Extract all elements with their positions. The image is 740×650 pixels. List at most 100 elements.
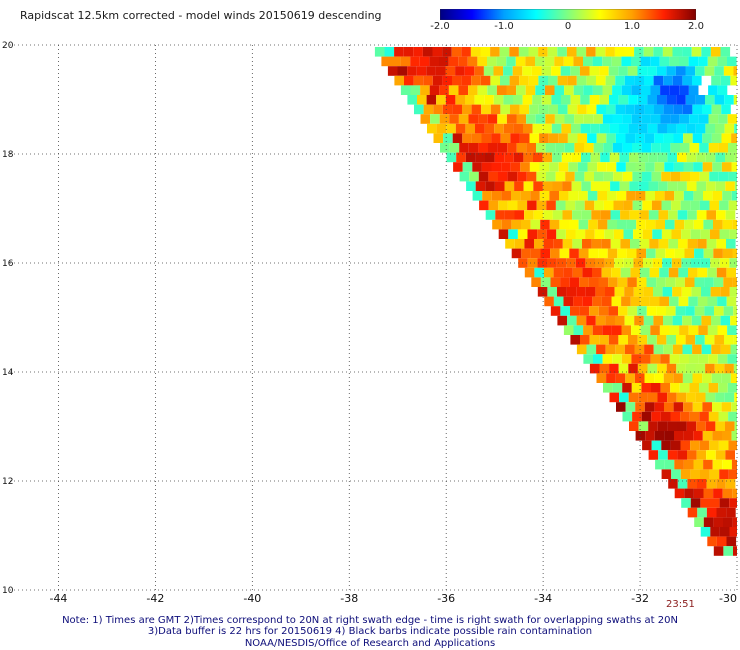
data-cell xyxy=(715,181,726,191)
data-cell xyxy=(576,75,587,86)
data-cell xyxy=(567,75,577,86)
data-cell xyxy=(535,85,545,95)
data-cell xyxy=(442,104,453,115)
data-cell xyxy=(671,229,682,239)
data-cell xyxy=(677,479,688,489)
data-cell xyxy=(571,152,581,163)
data-cell xyxy=(509,75,520,86)
data-cell xyxy=(423,75,433,86)
data-cell xyxy=(576,344,587,355)
data-cell xyxy=(440,143,450,153)
data-cell xyxy=(613,229,624,239)
data-cell xyxy=(686,392,696,403)
data-cell xyxy=(423,104,434,115)
data-cell xyxy=(462,104,472,115)
data-cell xyxy=(449,114,459,124)
data-cell xyxy=(716,536,727,547)
data-cell xyxy=(582,267,592,278)
data-cell xyxy=(701,344,712,355)
data-cell xyxy=(602,354,613,364)
data-cell xyxy=(650,56,660,67)
data-cell xyxy=(417,95,427,105)
data-cell xyxy=(588,219,598,230)
data-cell xyxy=(628,335,638,345)
data-cell xyxy=(567,315,577,326)
data-cell xyxy=(628,123,639,134)
data-cell xyxy=(618,95,629,105)
data-cell xyxy=(596,373,607,383)
data-cell xyxy=(719,498,730,508)
data-cell xyxy=(526,114,536,124)
data-cell xyxy=(650,114,661,124)
data-cell xyxy=(663,133,674,143)
data-cell xyxy=(427,123,437,134)
data-cell xyxy=(528,75,539,86)
notes-line-2: 3)Data buffer is 22 hrs for 20150619 4) … xyxy=(147,626,593,637)
data-cell xyxy=(481,104,491,115)
data-cell xyxy=(520,162,530,172)
data-cell xyxy=(507,171,518,182)
data-cell xyxy=(644,75,654,86)
data-cell xyxy=(484,95,494,105)
data-cell xyxy=(673,373,683,383)
data-cell xyxy=(708,143,719,153)
data-cell xyxy=(635,133,645,143)
data-cell xyxy=(555,171,566,182)
data-cell xyxy=(649,296,660,307)
data-cell xyxy=(565,200,576,211)
data-cell xyxy=(677,210,688,220)
data-cell xyxy=(608,306,618,316)
data-cell xyxy=(612,85,622,95)
data-cell xyxy=(490,47,500,57)
data-cell xyxy=(606,104,616,115)
data-cell xyxy=(711,133,722,143)
data-cell xyxy=(731,162,737,172)
data-cell xyxy=(576,315,587,326)
data-cell xyxy=(687,450,697,460)
data-cell xyxy=(566,47,577,57)
data-cell xyxy=(439,114,450,124)
data-cell xyxy=(413,47,423,57)
data-cell xyxy=(560,306,570,316)
data-cell xyxy=(601,267,612,278)
data-cell xyxy=(517,171,527,182)
data-cell xyxy=(645,191,655,201)
data-cell xyxy=(532,95,542,105)
data-cell xyxy=(647,335,657,345)
data-cell xyxy=(606,373,616,383)
data-cell xyxy=(727,383,737,393)
data-cell xyxy=(711,104,722,115)
data-cell xyxy=(514,210,525,220)
data-cell xyxy=(728,411,737,422)
data-cell xyxy=(654,133,664,143)
data-cell xyxy=(685,95,696,105)
data-cell xyxy=(596,133,607,143)
data-cell xyxy=(597,162,607,172)
data-cell xyxy=(672,75,683,86)
data-cell xyxy=(500,104,510,115)
data-cell xyxy=(645,431,655,441)
data-cell xyxy=(651,383,661,393)
data-cell xyxy=(721,162,732,172)
data-cell xyxy=(702,373,712,383)
data-cell xyxy=(458,85,469,95)
data-cell xyxy=(605,47,615,57)
data-cell xyxy=(546,229,557,239)
data-cell xyxy=(668,267,679,278)
data-cell xyxy=(594,229,605,239)
data-cell xyxy=(464,66,475,76)
data-cell xyxy=(647,95,657,105)
data-cell xyxy=(633,287,644,297)
data-cell xyxy=(482,191,492,201)
data-cell xyxy=(702,431,713,441)
data-cell xyxy=(429,85,440,95)
colorbar-tick-label: 1.0 xyxy=(624,21,640,32)
data-cell xyxy=(701,315,711,326)
data-cell xyxy=(487,114,498,124)
data-cell xyxy=(670,383,680,393)
data-cell xyxy=(731,402,737,412)
data-cell xyxy=(420,114,431,124)
data-cell xyxy=(615,373,626,383)
data-cell xyxy=(536,200,547,211)
data-cell xyxy=(713,488,723,499)
